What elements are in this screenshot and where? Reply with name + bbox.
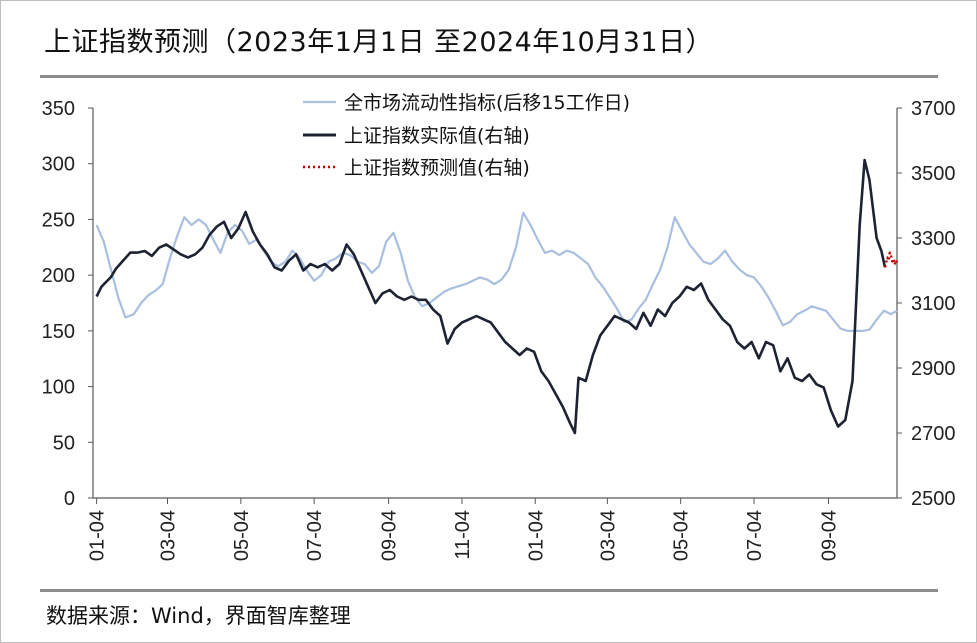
x-tick-label: 09-04 — [818, 510, 840, 561]
sse-forecast-series-line — [883, 251, 899, 268]
sse-actual-series-line — [95, 158, 887, 435]
left-tick-label: 200 — [42, 265, 75, 287]
right-tick-label: 2700 — [911, 423, 956, 445]
right-tick-label: 2900 — [911, 358, 956, 380]
left-tick-label: 0 — [64, 488, 75, 510]
left-tick-label: 350 — [42, 98, 75, 120]
title-divider — [40, 75, 938, 78]
x-tick-label: 11-04 — [452, 510, 474, 560]
x-tick-label: 07-04 — [744, 510, 766, 561]
left-tick-label: 300 — [42, 154, 75, 176]
left-tick-label: 100 — [42, 377, 75, 399]
right-tick-label: 2500 — [911, 488, 956, 510]
legend-item-liquidity-label: 全市场流动性指标(后移15工作日) — [344, 92, 630, 114]
left-tick-label: 150 — [42, 321, 75, 343]
data-source-note: 数据来源：Wind，界面智库整理 — [46, 604, 351, 628]
x-tick-label: 01-04 — [87, 510, 109, 561]
liquidity-series-line — [95, 211, 898, 332]
x-tick-label: 03-04 — [597, 510, 619, 561]
series-layer — [95, 158, 899, 435]
right-tick-label: 3700 — [911, 98, 956, 120]
x-tick-label: 05-04 — [671, 510, 693, 561]
right-tick-label: 3300 — [911, 228, 956, 250]
x-tick-label: 09-04 — [379, 510, 401, 561]
axes: 0 50 100 150 200 250 300 350 2500 2700 2900 3100 330… — [42, 98, 956, 561]
right-tick-label: 3500 — [911, 163, 956, 185]
footer-divider — [40, 589, 938, 592]
left-tick-label: 250 — [42, 209, 75, 231]
legend-item-forecast-label: 上证指数预测值(右轴) — [344, 157, 530, 179]
chart-title: 上证指数预测（2023年1月1日 至2024年10月31日） — [44, 27, 714, 58]
right-tick-label: 3100 — [911, 293, 956, 315]
left-tick-label: 50 — [53, 432, 75, 454]
x-tick-label: 07-04 — [304, 510, 326, 561]
x-tick-label: 05-04 — [231, 510, 253, 561]
legend-item-actual-label: 上证指数实际值(右轴) — [344, 125, 530, 147]
legend: 全市场流动性指标(后移15工作日) 上证指数实际值(右轴) 上证指数预测值(右轴) — [303, 92, 630, 179]
x-tick-label: 01-04 — [525, 510, 547, 561]
line-chart: 0 50 100 150 200 250 300 350 2500 2700 2900 3100 330… — [42, 92, 956, 561]
x-tick-label: 03-04 — [158, 510, 180, 561]
